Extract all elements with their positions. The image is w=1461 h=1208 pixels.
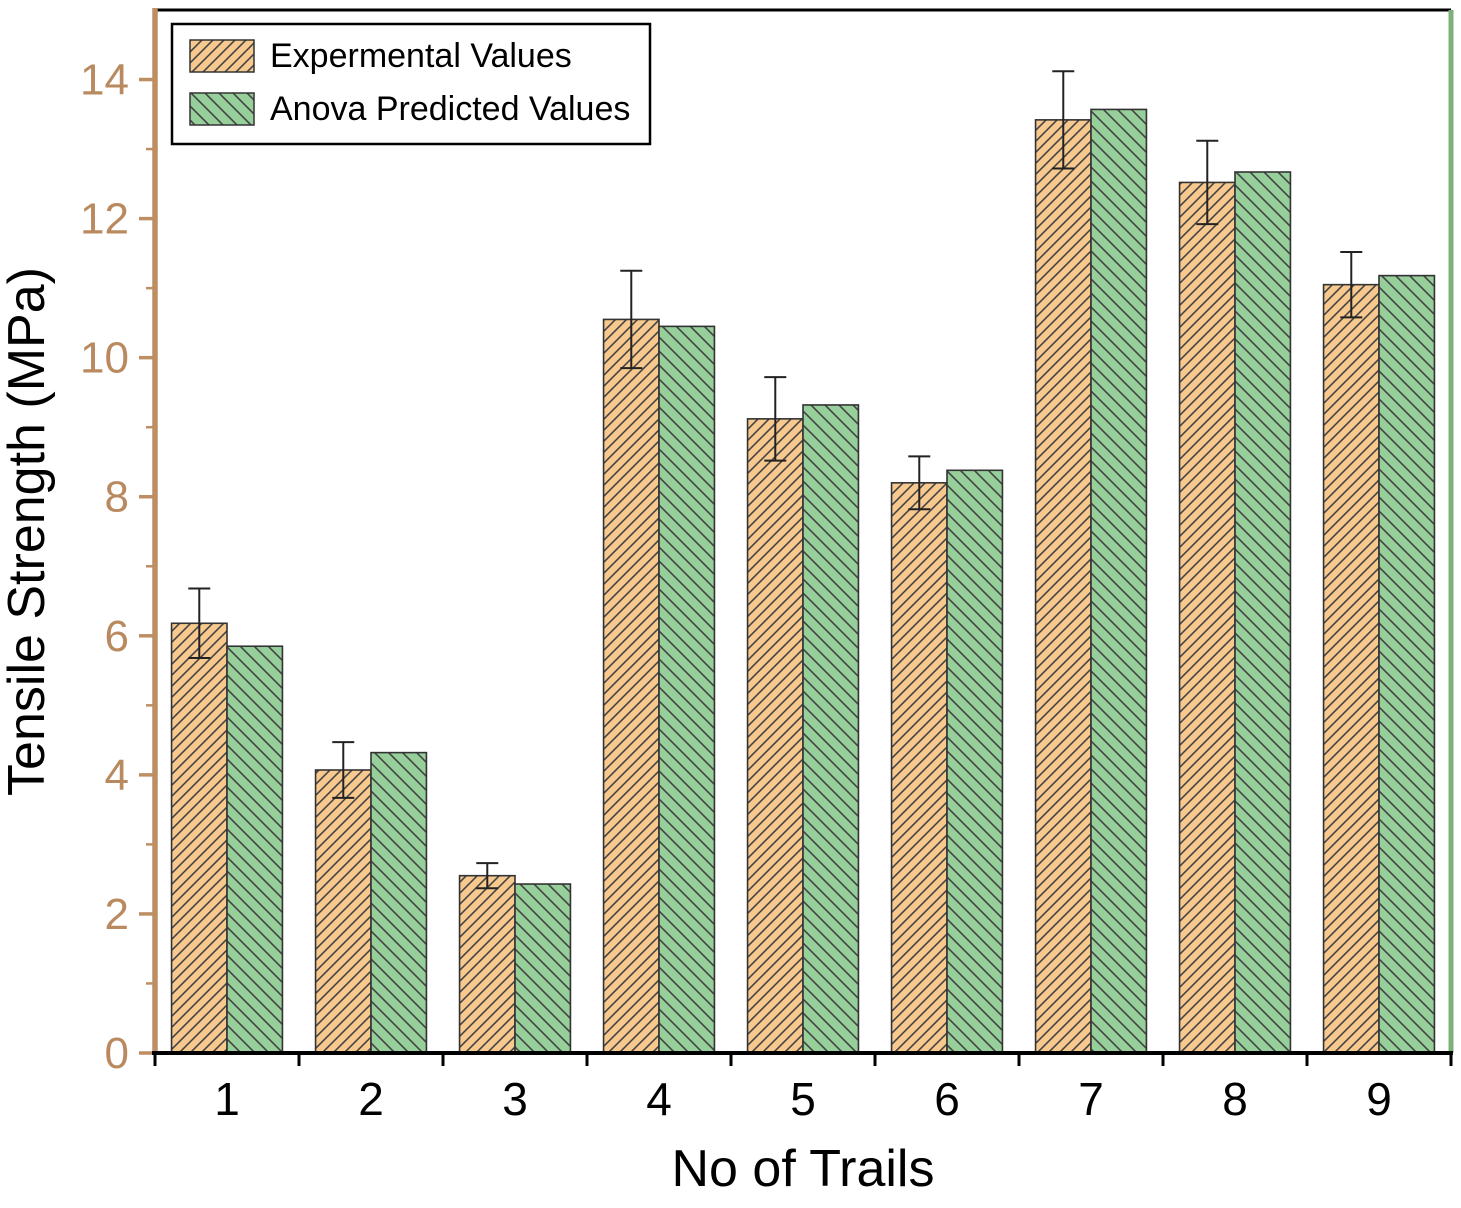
y-axis: 0 2 4 6 8 10 12 14 xyxy=(80,56,155,1078)
x-tick-label: 2 xyxy=(358,1073,384,1125)
x-tick-label: 7 xyxy=(1078,1073,1104,1125)
bar-series1-trial7 xyxy=(1034,119,1092,1054)
x-tick-label: 8 xyxy=(1222,1073,1248,1125)
bar-series1-trial5 xyxy=(746,418,804,1054)
bar-series2-trial2 xyxy=(370,751,428,1054)
x-tick-label: 1 xyxy=(214,1073,240,1125)
bar-series2-trial7 xyxy=(1090,108,1148,1054)
x-tick-label: 4 xyxy=(646,1073,672,1125)
legend: Expermental Values Anova Predicted Values xyxy=(170,22,652,146)
legend-label-series2: Anova Predicted Values xyxy=(270,90,630,128)
y-axis-title: Tensile Strength (MPa) xyxy=(0,267,56,796)
x-tick-label: 6 xyxy=(934,1073,960,1125)
legend-swatch-series1 xyxy=(189,39,255,73)
error-bars-group xyxy=(188,70,1363,890)
bar-series2-trial8 xyxy=(1234,171,1292,1054)
x-tick-label: 5 xyxy=(790,1073,816,1125)
bar-series1-trial9 xyxy=(1322,283,1380,1054)
y-tick-label: 12 xyxy=(80,195,129,244)
y-tick-label: 8 xyxy=(105,473,129,522)
y-tick-label: 10 xyxy=(80,334,129,383)
y-tick-label: 2 xyxy=(105,890,129,939)
y-tick-label: 6 xyxy=(105,612,129,661)
bar-series2-trial1 xyxy=(226,645,284,1054)
x-tick-label: 9 xyxy=(1366,1073,1392,1125)
bar-series2-trial4 xyxy=(658,325,716,1054)
bar-series1-trial8 xyxy=(1178,181,1236,1054)
legend-swatch-series2 xyxy=(189,92,255,126)
bar-series1-trial1 xyxy=(170,622,228,1054)
y-tick-label: 14 xyxy=(80,56,129,105)
bar-series1-trial2 xyxy=(314,769,372,1054)
x-axis: 1 2 3 4 5 6 7 8 9 xyxy=(153,1053,1453,1125)
bar-series1-trial4 xyxy=(602,318,660,1054)
legend-label-series1: Expermental Values xyxy=(270,37,572,75)
bars-group xyxy=(170,108,1436,1054)
x-tick-label: 3 xyxy=(502,1073,528,1125)
bar-series2-trial5 xyxy=(802,404,860,1054)
y-tick-label: 4 xyxy=(105,751,129,800)
bar-series1-trial6 xyxy=(890,482,948,1054)
bar-series1-trial3 xyxy=(458,874,516,1054)
y-tick-label: 0 xyxy=(105,1029,129,1078)
x-axis-title: No of Trails xyxy=(672,1140,935,1198)
bar-series2-trial3 xyxy=(514,883,572,1054)
bar-series2-trial9 xyxy=(1378,274,1436,1054)
bar-series2-trial6 xyxy=(946,469,1004,1054)
